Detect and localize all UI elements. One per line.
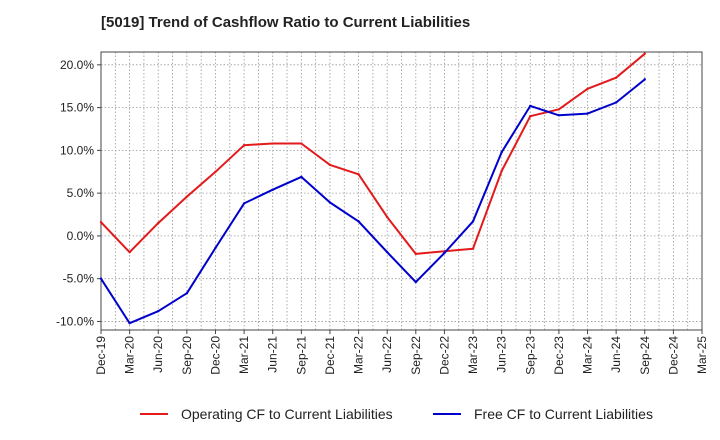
- x-tick-label: Dec-22: [437, 336, 451, 375]
- data-point: [529, 104, 532, 108]
- series-line-2: [100, 78, 646, 325]
- data-point: [385, 215, 389, 219]
- chart-title: [5019] Trend of Cashflow Ratio to Curren…: [101, 14, 471, 31]
- data-point: [357, 220, 360, 223]
- data-point: [586, 112, 589, 115]
- legend-label: Operating CF to Current Liabilities: [181, 406, 393, 422]
- series-line-1: [100, 52, 646, 255]
- data-point: [300, 142, 303, 145]
- x-tick-label: Dec-23: [552, 336, 566, 375]
- data-point: [586, 87, 589, 90]
- data-point: [214, 246, 217, 250]
- plot-border: [100, 51, 703, 331]
- y-tick-label: 15.0%: [60, 101, 94, 115]
- x-tick-label: Sep-20: [180, 336, 194, 375]
- x-tick-label: Jun-24: [609, 336, 623, 373]
- x-tick-label: Jun-20: [151, 336, 165, 373]
- data-point: [443, 251, 446, 255]
- x-tick-label: Dec-19: [94, 336, 108, 375]
- x-tick-label: Dec-20: [208, 336, 222, 375]
- legend-label: Free CF to Current Liabilities: [474, 406, 653, 422]
- data-point: [185, 195, 189, 198]
- data-point: [242, 144, 246, 147]
- data-point: [557, 114, 561, 117]
- data-point: [500, 169, 503, 173]
- data-point: [614, 76, 618, 79]
- y-tick-label: -10.0%: [56, 314, 94, 328]
- x-tick-label: Mar-23: [466, 336, 480, 374]
- data-point: [414, 280, 418, 284]
- data-point: [614, 101, 618, 104]
- data-point: [242, 202, 246, 205]
- x-tick-label: Sep-23: [523, 336, 537, 375]
- y-tick-label: 10.0%: [60, 143, 94, 157]
- x-tick-label: Dec-21: [323, 336, 337, 375]
- data-point: [128, 250, 131, 254]
- data-point: [385, 250, 389, 254]
- x-tick-label: Mar-21: [237, 336, 251, 374]
- data-point: [529, 114, 532, 118]
- data-point: [271, 142, 274, 145]
- x-tick-label: Sep-21: [294, 336, 308, 375]
- x-tick-label: Mar-25: [695, 336, 709, 374]
- x-tick-label: Sep-22: [409, 336, 423, 375]
- x-tick-label: Mar-24: [581, 336, 595, 374]
- data-point: [157, 309, 160, 313]
- data-point: [99, 277, 103, 280]
- x-tick-label: Jun-22: [380, 336, 394, 373]
- data-point: [157, 221, 160, 225]
- data-point: [471, 247, 475, 250]
- data-point: [271, 188, 274, 191]
- data-point: [328, 201, 332, 204]
- x-tick-label: Sep-24: [638, 336, 652, 375]
- y-tick-label: 0.0%: [67, 229, 95, 243]
- y-tick-label: 5.0%: [67, 186, 95, 200]
- x-tick-label: Mar-22: [352, 336, 366, 374]
- y-tick-label: -5.0%: [63, 272, 95, 286]
- data-point: [185, 292, 189, 295]
- data-point: [300, 175, 303, 179]
- data-point: [128, 321, 131, 325]
- data-point: [328, 163, 332, 167]
- x-tick-label: Mar-20: [123, 336, 137, 374]
- data-point: [643, 78, 646, 81]
- data-point: [500, 150, 503, 154]
- data-point: [557, 108, 561, 111]
- x-tick-label: Jun-21: [266, 336, 280, 373]
- x-tick-label: Dec-24: [666, 336, 680, 375]
- data-point: [214, 170, 217, 173]
- data-point: [414, 252, 418, 256]
- x-tick-label: Jun-23: [495, 336, 509, 373]
- y-tick-label: 20.0%: [60, 58, 94, 72]
- data-point: [357, 173, 360, 176]
- data-point: [99, 221, 103, 224]
- data-point: [643, 52, 646, 55]
- data-point: [471, 220, 475, 223]
